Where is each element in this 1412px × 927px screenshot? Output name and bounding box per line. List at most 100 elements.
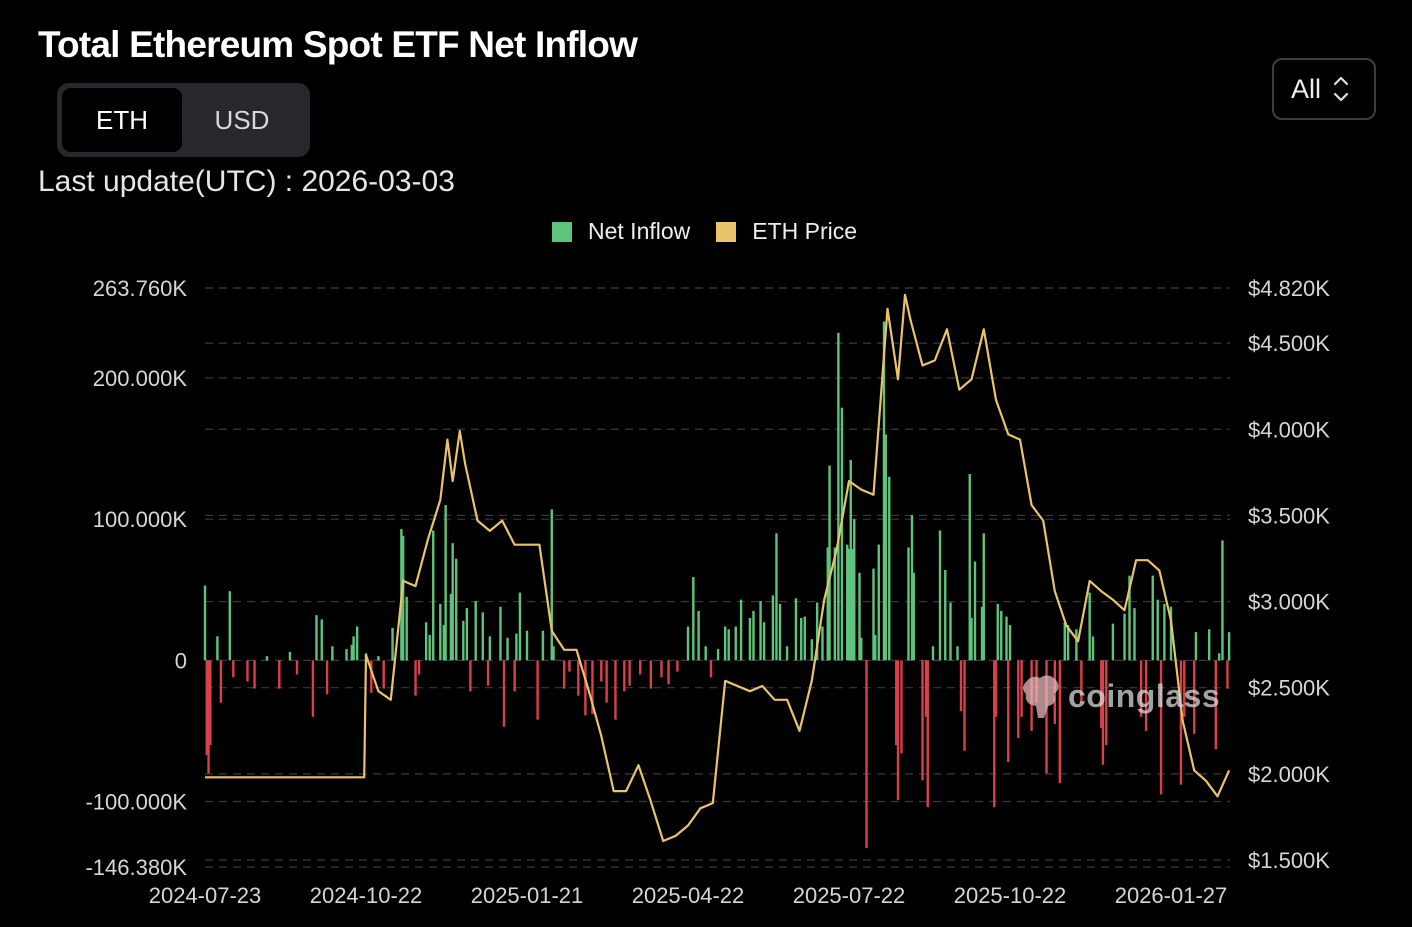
unit-toggle: ETH USD bbox=[57, 83, 310, 157]
inflow-bar bbox=[1111, 623, 1115, 661]
inflow-bar bbox=[727, 629, 730, 661]
inflow-bar bbox=[803, 616, 806, 661]
inflow-bar bbox=[444, 505, 447, 661]
outflow-bar bbox=[865, 660, 868, 849]
inflow-bar bbox=[320, 619, 323, 661]
inflow-bar bbox=[778, 603, 782, 661]
inflow-bar bbox=[499, 606, 502, 661]
inflow-bar bbox=[331, 646, 334, 661]
inflow-bar bbox=[980, 606, 984, 661]
outflow-bar bbox=[1101, 660, 1105, 765]
outflow-bar bbox=[246, 660, 249, 682]
chart-legend: Net Inflow ETH Price bbox=[552, 218, 883, 245]
toggle-eth[interactable]: ETH bbox=[62, 88, 182, 152]
outflow-bar bbox=[649, 660, 653, 689]
inflow-bar bbox=[723, 626, 727, 661]
inflow-bar bbox=[938, 530, 942, 661]
inflow-bar bbox=[552, 646, 555, 661]
inflow-bar bbox=[1221, 540, 1224, 661]
outflow-bar bbox=[536, 660, 539, 720]
left-axis-tick-label: 100.000K bbox=[93, 507, 188, 532]
inflow-bar bbox=[1066, 625, 1070, 661]
inflow-bar bbox=[970, 618, 973, 661]
inflow-bar bbox=[481, 612, 484, 661]
inflow-bar bbox=[462, 620, 465, 661]
outflow-bar bbox=[926, 660, 929, 808]
inflow-bar bbox=[352, 636, 355, 661]
inflow-bar bbox=[956, 646, 959, 661]
toggle-usd[interactable]: USD bbox=[214, 105, 270, 135]
inflow-bar bbox=[849, 459, 852, 661]
grid-lines bbox=[205, 287, 1230, 868]
outflow-bar bbox=[994, 660, 998, 717]
inflow-bar bbox=[1133, 608, 1136, 661]
outflow-bar bbox=[1159, 660, 1163, 795]
inflow-bar bbox=[451, 543, 454, 661]
outflow-bar bbox=[993, 660, 996, 808]
range-select[interactable]: All bbox=[1272, 58, 1376, 120]
range-select-value: All bbox=[1291, 73, 1322, 104]
inflow-bar bbox=[515, 633, 518, 661]
inflow-bar bbox=[752, 610, 755, 661]
legend-net-inflow[interactable]: Net Inflow bbox=[552, 218, 690, 245]
inflow-bar bbox=[401, 536, 405, 661]
inflow-bar bbox=[973, 561, 977, 661]
inflow-bar bbox=[391, 627, 394, 661]
outflow-bar bbox=[924, 660, 928, 717]
outflow-bar bbox=[591, 660, 594, 714]
inflow-bar bbox=[912, 572, 915, 661]
inflow-bar bbox=[449, 594, 453, 661]
outflow-bar bbox=[219, 660, 223, 703]
inflow-bar bbox=[1217, 653, 1221, 661]
inflow-bar bbox=[315, 615, 318, 661]
inflow-bar bbox=[1194, 632, 1198, 661]
inflow-bar bbox=[851, 548, 854, 661]
outflow-bar bbox=[628, 660, 631, 686]
legend-net-inflow-label: Net Inflow bbox=[588, 218, 691, 244]
inflow-bar bbox=[439, 603, 442, 661]
net-inflow-bars bbox=[203, 321, 1231, 849]
inflow-bar bbox=[345, 649, 348, 661]
inflow-bar bbox=[810, 639, 814, 661]
inflow-bar bbox=[686, 626, 690, 661]
inflow-bar bbox=[748, 618, 752, 661]
right-axis-tick-label: $3.500K bbox=[1248, 503, 1330, 528]
inflow-bar bbox=[826, 547, 829, 661]
inflow-bar bbox=[1000, 610, 1003, 661]
outflow-bar bbox=[660, 660, 663, 678]
watermark-text: coinglass bbox=[1068, 677, 1221, 714]
outflow-bar bbox=[921, 660, 924, 781]
right-axis-tick-label: $4.820K bbox=[1248, 276, 1330, 301]
legend-eth-price[interactable]: ETH Price bbox=[716, 218, 857, 245]
outflow-bar bbox=[709, 660, 713, 678]
outflow-bar bbox=[205, 660, 208, 755]
inflow-bar bbox=[944, 570, 947, 661]
inflow-bar bbox=[853, 519, 856, 661]
inflow-bar bbox=[815, 602, 819, 661]
outflow-bar bbox=[382, 660, 385, 689]
inflow-bar bbox=[1156, 599, 1159, 661]
outflow-bar bbox=[568, 660, 571, 672]
left-axis-tick-label: -100.000K bbox=[85, 790, 187, 815]
inflow-bar bbox=[216, 636, 219, 661]
x-axis-tick-label: 2025-10-22 bbox=[954, 883, 1067, 908]
x-axis-tick-label: 2025-01-21 bbox=[471, 883, 584, 908]
inflow-bar bbox=[1005, 616, 1008, 661]
x-axis-tick-label: 2026-01-27 bbox=[1115, 883, 1228, 908]
inflow-bar bbox=[424, 622, 428, 661]
inflow-bar bbox=[860, 637, 863, 661]
coinglass-logo-icon bbox=[1023, 675, 1059, 718]
inflow-bar bbox=[550, 509, 553, 661]
inflow-bar bbox=[377, 656, 380, 661]
x-axis-tick-label: 2024-07-23 bbox=[149, 883, 262, 908]
inflow-bar bbox=[739, 599, 743, 661]
inflow-bar bbox=[828, 465, 831, 661]
left-axis-tick-label: -146.380K bbox=[85, 855, 187, 880]
outflow-bar bbox=[1058, 660, 1061, 784]
inflow-bar bbox=[1091, 636, 1095, 661]
inflow-bar bbox=[1123, 613, 1126, 661]
inflow-bar bbox=[541, 630, 545, 661]
inflow-bar bbox=[1008, 625, 1012, 661]
legend-eth-price-label: ETH Price bbox=[752, 218, 858, 244]
